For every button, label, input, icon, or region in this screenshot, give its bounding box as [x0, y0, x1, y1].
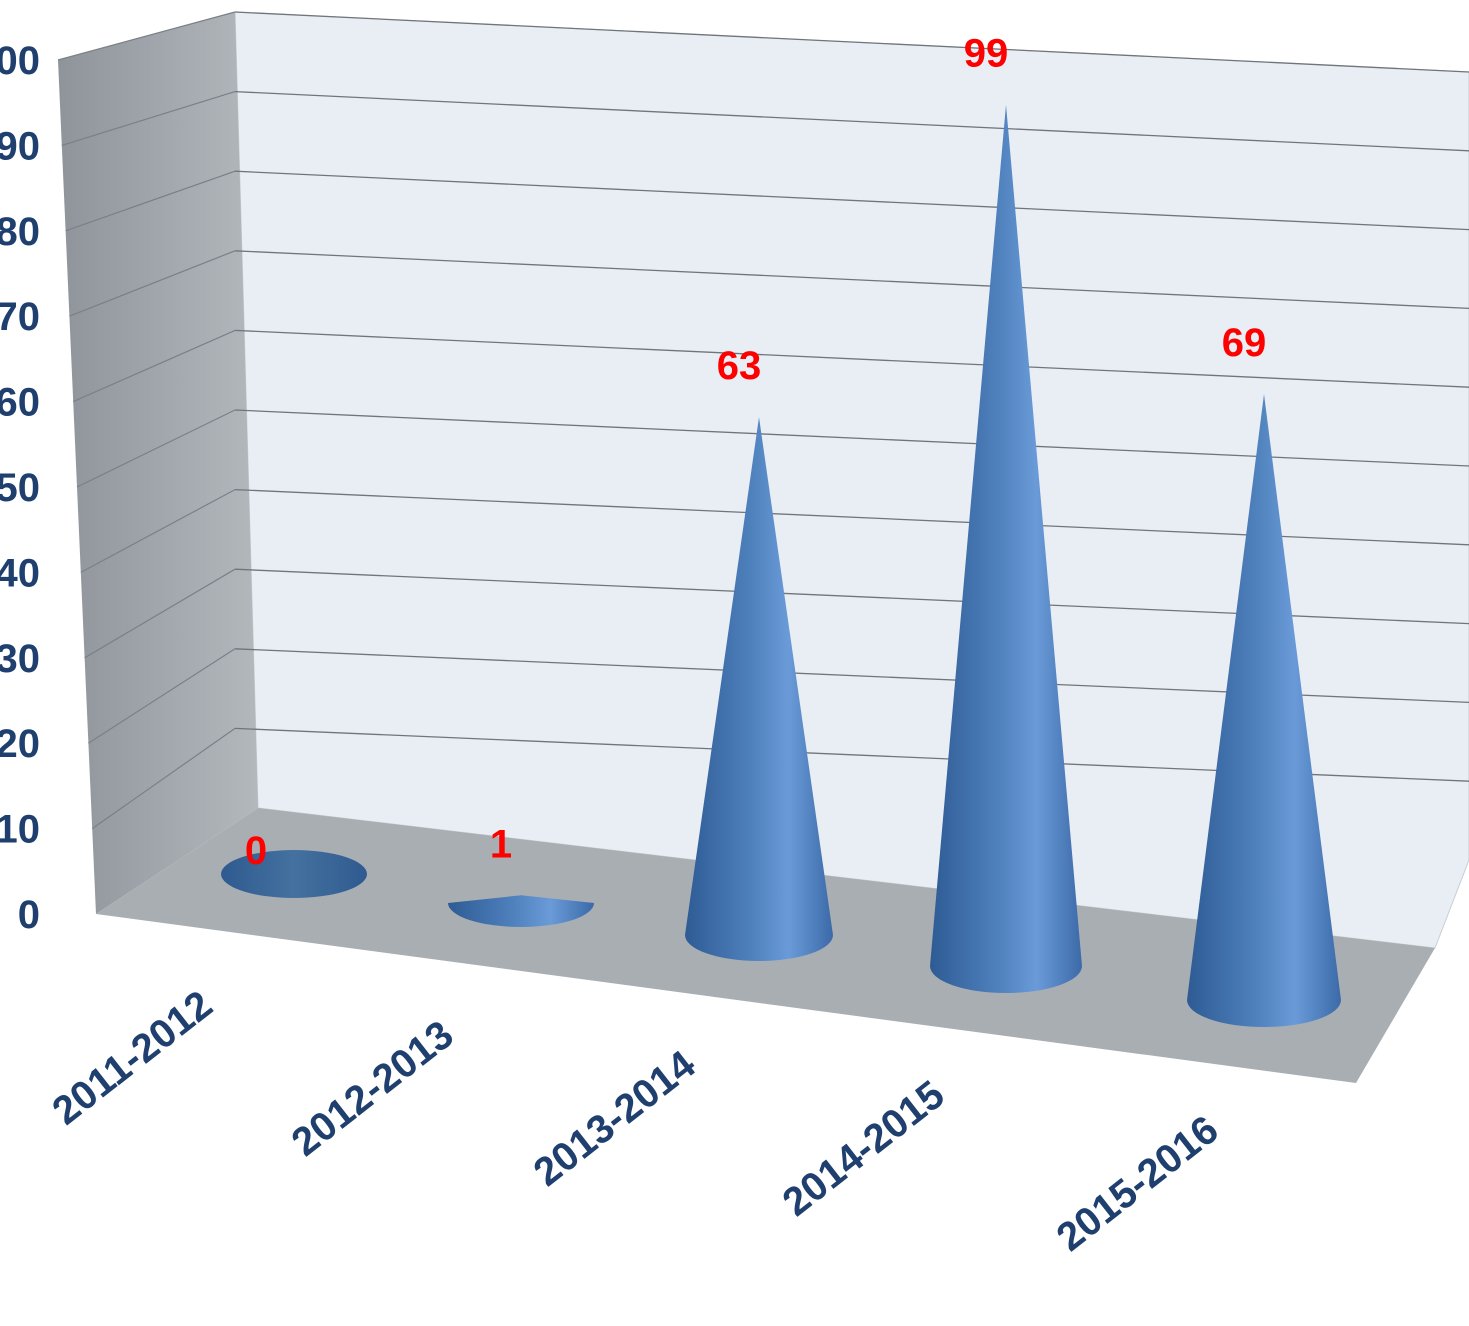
y-tick-label: 90 [0, 124, 40, 168]
cone-2012-2013 [448, 895, 594, 927]
side-gridline [57, 11, 236, 61]
cone-2014-2015 [930, 104, 1082, 993]
y-tick-label: 30 [0, 637, 40, 681]
x-tick-label: 2014-2015 [775, 1072, 953, 1224]
side-gridline [61, 91, 236, 146]
cone-2011-2012 [221, 850, 367, 898]
x-tick-label: 2012-2013 [284, 1012, 462, 1164]
data-label: 0 [245, 829, 267, 873]
x-tick-label: 2013-2014 [526, 1042, 704, 1195]
y-tick-label: 20 [0, 722, 40, 766]
gridline [234, 170, 1469, 231]
side-gridline [72, 329, 236, 403]
data-label: 63 [717, 344, 762, 388]
gridline [234, 11, 1469, 73]
y-tick-label: 60 [0, 381, 40, 425]
data-label: 99 [964, 32, 1009, 76]
y-tick-label: 50 [0, 466, 40, 510]
side-wall [58, 12, 258, 914]
gridline [234, 329, 1469, 388]
cones [221, 104, 1341, 1027]
side-gridline [69, 250, 236, 317]
side-gridline [84, 568, 236, 659]
y-axis-ticks: 0 10 20 30 40 50 60 70 80 90 100 [0, 39, 40, 937]
x-tick-label: 2011-2012 [44, 982, 220, 1133]
data-label: 69 [1222, 321, 1267, 365]
gridline [234, 250, 1469, 310]
side-gridline [80, 489, 236, 573]
y-tick-label: 40 [0, 551, 40, 595]
side-gridline [65, 170, 236, 232]
y-tick-label: 70 [0, 295, 40, 339]
side-gridline [88, 648, 236, 744]
y-tick-label: 0 [18, 893, 40, 937]
cone-2013-2014 [685, 417, 833, 961]
x-tick-label: 2015-2016 [1049, 1107, 1227, 1259]
side-gridline [76, 409, 236, 488]
side-gridline [91, 727, 236, 830]
y-tick-label: 80 [0, 210, 40, 254]
data-label: 1 [490, 822, 512, 866]
cone-2015-2016 [1187, 394, 1341, 1027]
gridline [234, 90, 1469, 152]
y-tick-label: 100 [0, 39, 40, 83]
data-labels: 0 1 63 99 69 [245, 32, 1266, 873]
y-tick-label: 10 [0, 808, 40, 852]
